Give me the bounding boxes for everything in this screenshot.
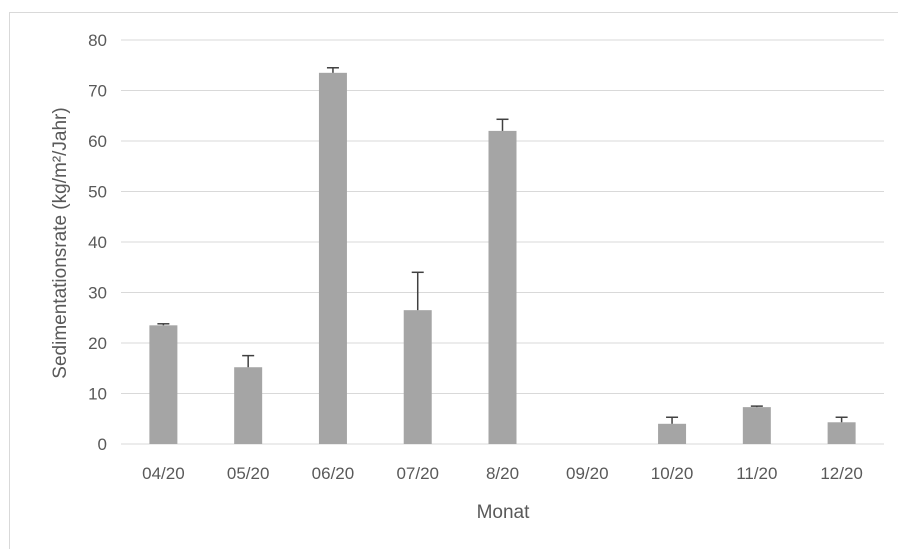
x-tick-label: 06/20 [312, 464, 355, 483]
error-bars [157, 67, 848, 424]
y-tick-label: 60 [88, 132, 107, 151]
y-tick-label: 0 [98, 435, 107, 454]
y-tick-label: 40 [88, 233, 107, 252]
y-tick-label: 50 [88, 183, 107, 202]
bar [488, 130, 517, 444]
bar [403, 310, 432, 444]
x-axis-title: Monat [477, 502, 531, 523]
bar [149, 325, 178, 444]
y-tick-label: 20 [88, 334, 107, 353]
x-tick-label: 07/20 [396, 464, 439, 483]
chart-frame [9, 12, 898, 549]
x-tick-label: 11/20 [736, 464, 777, 483]
x-tick-label: 09/20 [566, 464, 609, 483]
x-tick-labels: 04/20 05/20 06/20 07/20 8/20 09/20 10/20 11/20 1… [142, 464, 863, 483]
y-tick-label: 10 [88, 385, 107, 404]
x-tick-label: 8/20 [486, 464, 519, 483]
y-tick-label: 30 [88, 284, 107, 303]
y-axis-title: Sedimentationsrate (kg/m²/Jahr) [50, 107, 71, 378]
y-tick-labels: 0 10 20 30 40 50 60 70 80 [88, 31, 107, 454]
bar [827, 422, 856, 444]
y-tick-label: 70 [88, 82, 107, 101]
x-tick-label: 04/20 [142, 464, 185, 483]
bars [149, 72, 856, 444]
bar [742, 407, 771, 444]
x-tick-label: 05/20 [227, 464, 270, 483]
bar [234, 367, 263, 444]
bar [658, 423, 687, 444]
y-tick-label: 80 [88, 31, 107, 50]
bar [318, 72, 347, 444]
x-tick-label: 12/20 [820, 464, 863, 483]
x-tick-label: 10/20 [651, 464, 694, 483]
